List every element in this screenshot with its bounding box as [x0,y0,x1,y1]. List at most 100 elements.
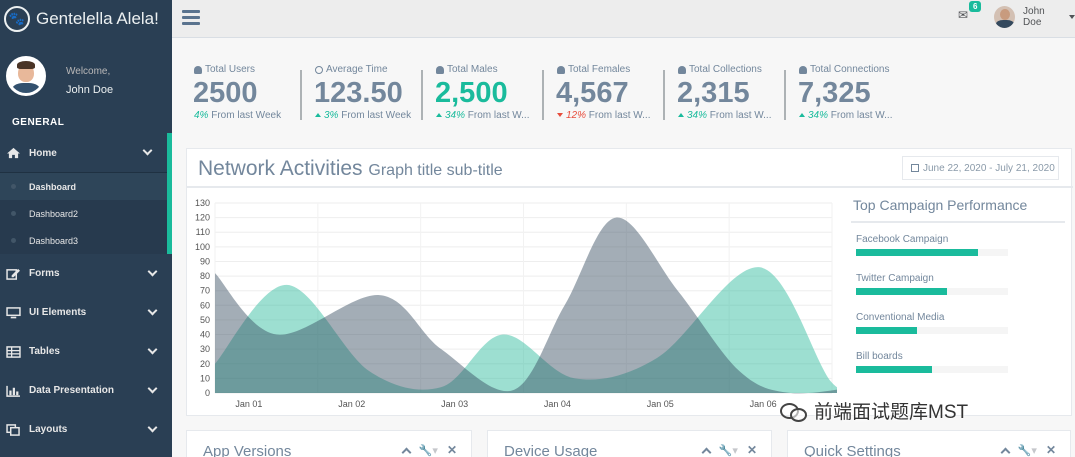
arrow-up-icon [799,113,805,117]
y-tick-label: 120 [195,213,210,223]
caret-down-icon [1069,15,1075,19]
network-chart: 0 10 20 30 40 50 60 70 80 90 100 110 120 130 Jan 01 Jan… [195,198,837,409]
network-activities-panel: Network Activities Graph title sub-title… [186,148,1073,416]
sidebar-item-forms[interactable]: Forms [0,254,172,293]
profile: Welcome, John Doe [0,38,172,146]
sidebar-item-home[interactable]: Home [0,133,172,173]
dot-icon [11,211,16,216]
campaign-item: Conventional Media [851,312,1065,340]
wrench-icon[interactable]: 🔧▾ [418,444,438,457]
stat-count: 2,315 [677,77,750,109]
close-icon[interactable]: ✕ [1045,443,1056,457]
stat-foot: From last Week [341,110,412,121]
brand[interactable]: 🐾 Gentelella Alela! [0,0,172,38]
bar-chart-icon [6,385,20,397]
x-tick-label: Jan 06 [750,399,777,409]
collapse-icon[interactable] [1000,447,1011,457]
date-range-picker[interactable]: June 22, 2020 - July 21, 2020 [902,156,1059,180]
y-tick-label: 80 [200,271,210,281]
stat-label: Total Females [568,64,631,75]
submenu-item-dashboard2[interactable]: Dashboard2 [0,200,167,227]
sidebar-item-layouts[interactable]: Layouts [0,410,172,449]
clock-icon [315,65,323,74]
stat-tile: Total Users 2500 4% From last Week [190,58,310,128]
progress-bar [856,288,1008,295]
y-tick-label: 10 [200,373,210,383]
envelope-icon[interactable]: ✉ [958,8,969,22]
arrow-up-icon [436,113,442,117]
x-tick-label: Jan 03 [441,399,468,409]
stat-count: 4,567 [556,77,629,109]
progress-fill [856,249,978,256]
date-range-text: June 22, 2020 - July 21, 2020 [923,162,1055,174]
y-tick-label: 20 [200,359,210,369]
submenu-item-dashboard[interactable]: Dashboard [0,173,167,200]
close-icon[interactable]: ✕ [446,443,457,457]
progress-bar [856,249,1008,256]
campaign-item: Facebook Campaign [851,234,1065,262]
y-tick-label: 70 [200,286,210,296]
divider [421,70,423,120]
dot-icon [11,184,16,189]
sidebar: 🐾 Gentelella Alela! Welcome, John Doe GE… [0,0,172,457]
sidebar-item-data-presentation[interactable]: Data Presentation [0,371,172,410]
home-icon [7,147,20,159]
wrench-icon[interactable]: 🔧▾ [1017,444,1037,457]
collapse-icon[interactable] [701,447,712,457]
user-icon [194,65,202,74]
menu-toggle-icon[interactable] [182,10,200,25]
panel-title: Network Activities Graph title sub-title [198,157,503,181]
y-tick-label: 40 [200,330,210,340]
campaign-item: Bill boards [851,351,1065,379]
progress-fill [856,288,948,295]
progress-fill [856,366,932,373]
close-icon[interactable]: ✕ [746,443,757,457]
user-menu[interactable]: John Doe [994,6,1075,28]
top-navbar: ✉ 6 John Doe [172,0,1075,38]
x-tick-label: Jan 01 [235,399,262,409]
stat-count: 2,500 [435,77,508,109]
arrow-up-icon [678,113,684,117]
avatar[interactable] [6,56,46,96]
panel-tools: 🔧▾ ✕ [1000,443,1056,457]
stat-count: 7,325 [798,77,871,109]
divider [187,186,1073,188]
mail-count-badge: 6 [969,1,982,12]
sidebar-item-tables[interactable]: Tables [0,332,172,371]
profile-name: John Doe [66,84,114,96]
campaign-performance: Top Campaign Performance Facebook Campai… [851,197,1065,379]
watermark-text: 前端面试题库MST [814,402,969,423]
campaign-name: Bill boards [856,351,903,362]
stat-tile: Average Time 123.50 3% From last Week [311,58,431,128]
network-subtitle: Graph title sub-title [368,162,503,179]
campaign-name: Conventional Media [856,312,945,323]
user-name: John Doe [1023,6,1045,28]
edit-icon [6,268,20,280]
campaign-title: Top Campaign Performance [851,197,1065,223]
collapse-icon[interactable] [401,447,412,457]
y-tick-label: 0 [205,388,210,398]
submenu-item-dashboard3[interactable]: Dashboard3 [0,227,167,254]
sidebar-item-ui-elements[interactable]: UI Elements [0,293,172,332]
wrench-icon[interactable]: 🔧▾ [718,444,738,457]
brand-title: Gentelella Alela! [36,9,159,28]
home-submenu: Dashboard Dashboard2 Dashboard3 [0,173,172,254]
stat-tile: Total Females 4,567 12% From last W... [553,58,673,128]
y-tick-label: 30 [200,344,210,354]
divider [784,70,786,120]
stat-pct: 34% [808,110,829,121]
chevron-down-icon [147,266,158,277]
user-icon [557,65,565,74]
stat-pct: 12% [566,110,587,121]
submenu-label: Dashboard2 [29,208,79,219]
sidebar-item-label: Home [29,147,57,159]
stat-foot: From last W... [830,110,893,121]
sidebar-nav: Home Dashboard Dashboard2 Dashboard3 For… [0,133,172,449]
user-icon [436,65,444,74]
user-icon [678,65,686,74]
y-tick-label: 100 [195,242,210,252]
divider [663,70,665,120]
chevron-down-icon [147,383,158,394]
submenu-label: Dashboard3 [29,235,79,246]
desktop-icon [6,306,21,318]
